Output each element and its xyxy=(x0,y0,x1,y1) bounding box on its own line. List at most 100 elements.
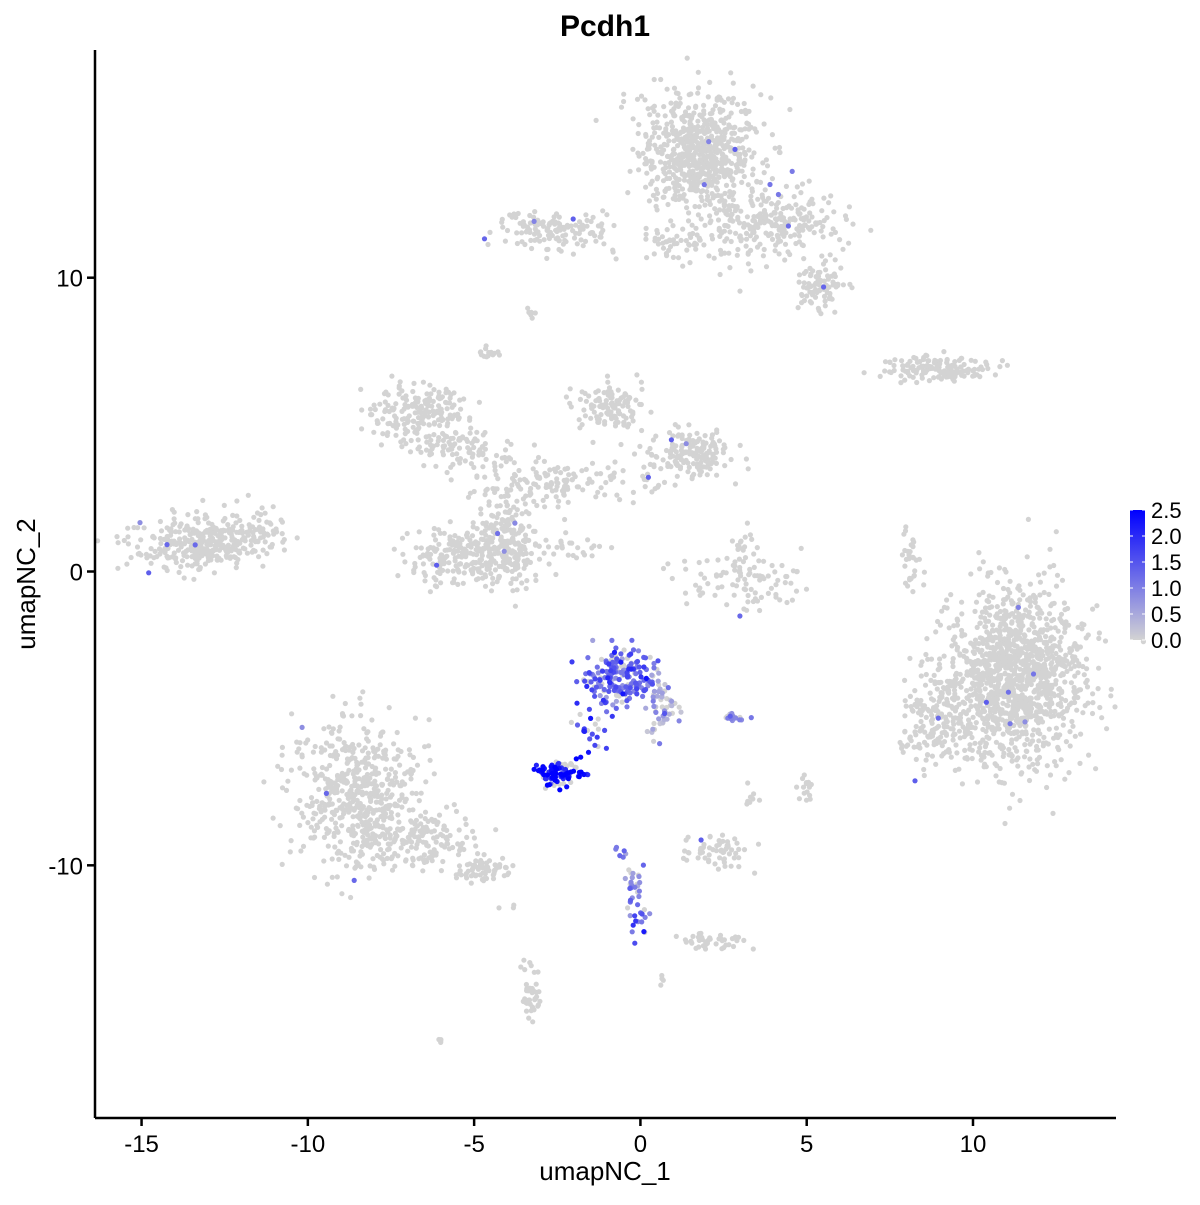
cell-point xyxy=(785,249,791,255)
cell-point xyxy=(664,86,670,92)
cell-point xyxy=(978,757,984,763)
cell-point xyxy=(931,672,937,679)
cell-point xyxy=(316,786,322,793)
cell-point xyxy=(424,439,430,445)
cell-point xyxy=(756,558,762,564)
cell-point xyxy=(713,185,719,191)
cell-point xyxy=(157,535,163,542)
cell-point xyxy=(933,629,939,635)
cell-point xyxy=(654,119,660,125)
cell-point xyxy=(1055,628,1061,634)
cell-point xyxy=(913,355,919,361)
cell-point xyxy=(1036,754,1043,761)
cell-point xyxy=(684,601,690,607)
cell-point xyxy=(194,509,200,515)
cell-point xyxy=(510,576,516,582)
cell-point xyxy=(655,174,661,180)
cell-point xyxy=(357,695,363,701)
cell-point xyxy=(534,236,540,242)
cell-point xyxy=(682,590,689,596)
cell-point xyxy=(522,532,529,538)
cell-point xyxy=(769,223,775,229)
cell-point xyxy=(709,191,715,197)
cell-point xyxy=(701,145,708,151)
cell-point xyxy=(911,367,917,373)
cell-point xyxy=(512,603,519,609)
cell-point xyxy=(431,421,437,427)
cell-point xyxy=(980,715,986,722)
cell-point xyxy=(761,121,767,127)
cell-point xyxy=(134,544,141,550)
cell-point xyxy=(609,545,615,551)
cell-point xyxy=(730,582,736,588)
cell-point xyxy=(410,418,416,424)
cell-point xyxy=(546,561,552,567)
cell-point xyxy=(828,193,834,199)
cell-point xyxy=(400,551,406,557)
cell-point xyxy=(346,747,352,753)
cell-point xyxy=(661,104,667,110)
cell-point xyxy=(482,572,488,578)
cell-point xyxy=(1035,655,1041,661)
cell-point xyxy=(735,135,741,142)
cell-point xyxy=(308,795,315,801)
cell-point xyxy=(326,828,332,834)
cell-point xyxy=(990,622,996,628)
cell-point xyxy=(738,108,745,115)
cell-point xyxy=(717,198,723,204)
cell-point xyxy=(503,459,509,465)
cell-point xyxy=(444,547,450,553)
cell-point xyxy=(152,548,158,555)
cell-point xyxy=(613,256,619,262)
cell-point xyxy=(667,164,673,170)
cell-point xyxy=(679,450,685,456)
cell-point xyxy=(581,407,587,413)
cell-point xyxy=(158,540,164,547)
cell-point xyxy=(998,672,1004,679)
cell-point xyxy=(449,451,456,458)
cell-point xyxy=(493,472,499,478)
cell-point xyxy=(976,676,982,683)
cell-point xyxy=(427,589,433,595)
cell-point xyxy=(674,460,680,466)
cell-point xyxy=(762,214,769,220)
cell-point xyxy=(220,518,226,524)
cell-point xyxy=(605,392,611,398)
cell-point xyxy=(430,398,436,404)
cell-point xyxy=(418,813,424,819)
cell-point xyxy=(978,614,984,620)
cell-point xyxy=(840,282,847,288)
cell-point xyxy=(1031,592,1037,599)
cell-point xyxy=(850,221,856,227)
cell-point xyxy=(952,359,958,365)
cell-point xyxy=(1056,686,1062,692)
cell-point xyxy=(963,368,970,374)
cell-point xyxy=(599,221,605,227)
cell-point xyxy=(468,425,474,431)
cell-point xyxy=(704,129,710,135)
cell-point xyxy=(611,222,617,229)
cell-point xyxy=(673,188,679,194)
cell-point xyxy=(391,546,397,552)
cell-point xyxy=(610,247,616,253)
cell-point xyxy=(729,211,735,217)
cell-point xyxy=(846,204,853,210)
cell-point xyxy=(959,599,965,605)
cell-point xyxy=(758,202,764,208)
cell-point xyxy=(704,464,710,470)
cell-point xyxy=(650,437,657,443)
cell-point xyxy=(702,222,708,228)
cell-point xyxy=(708,156,714,162)
cell-point xyxy=(649,134,655,140)
cell-point xyxy=(542,504,548,510)
cell-point xyxy=(668,156,675,163)
cell-point xyxy=(490,575,496,581)
cell-point xyxy=(1035,611,1041,617)
cell-point xyxy=(424,391,430,397)
cell-point xyxy=(670,433,676,439)
cell-point xyxy=(245,532,251,538)
cell-point xyxy=(1080,663,1086,670)
cell-point xyxy=(705,94,711,100)
cell-point xyxy=(937,680,943,686)
cell-point xyxy=(816,281,822,288)
